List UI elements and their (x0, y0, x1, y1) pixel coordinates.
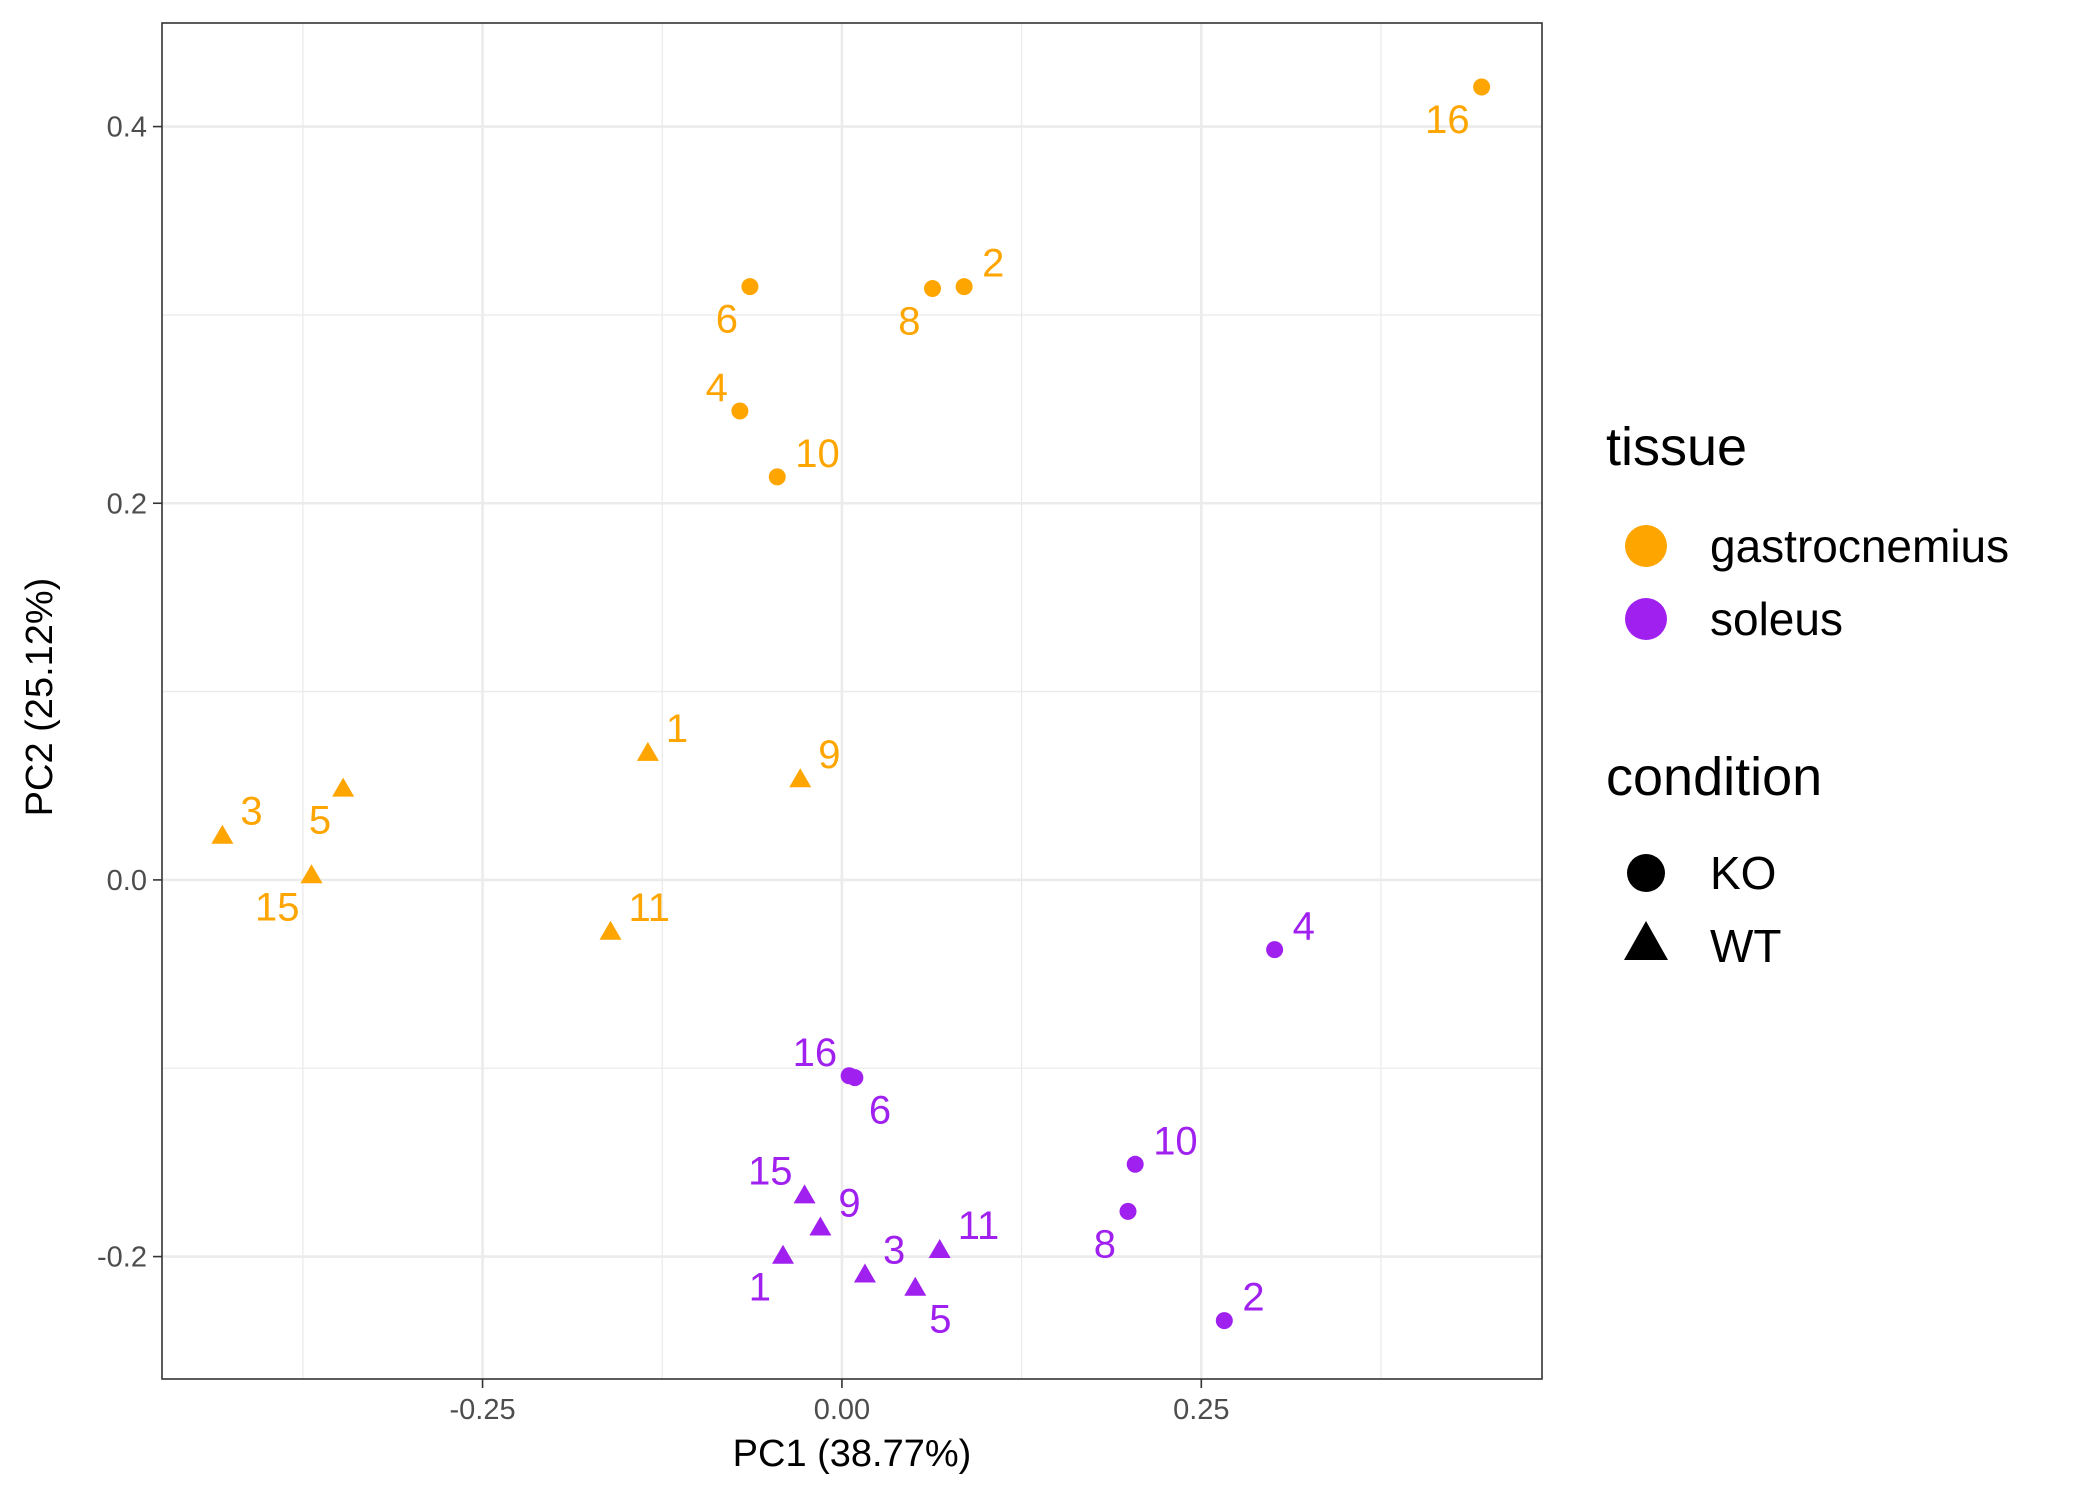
point-label: 15 (255, 885, 300, 929)
point-label: 1 (666, 707, 688, 751)
data-point-gastrocnemius-wt (332, 777, 355, 797)
data-point-gastrocnemius-wt (789, 768, 812, 788)
point-label: 9 (818, 733, 840, 777)
data-point-gastrocnemius-ko (741, 278, 759, 296)
data-point-soleus-wt (772, 1244, 794, 1264)
data-point-soleus-wt (793, 1184, 816, 1204)
point-label: 2 (1242, 1276, 1264, 1320)
y-tick-label: 0.2 (107, 488, 147, 520)
point-label: 8 (1094, 1222, 1116, 1266)
legend-condition: condition KO WT (1606, 747, 1822, 972)
data-point-soleus-wt (928, 1239, 951, 1259)
legend-wt-label: WT (1710, 920, 1782, 972)
data-point-gastrocnemius-ko (731, 402, 749, 420)
point-label: 10 (795, 432, 840, 476)
data-point-gastrocnemius-ko (1473, 78, 1491, 96)
point-label: 3 (883, 1229, 905, 1273)
point-label: 16 (793, 1031, 838, 1075)
data-point-gastrocnemius-ko (924, 280, 941, 298)
data-point-soleus-ko (1126, 1155, 1144, 1173)
x-axis-title: PC1 (38.77%) (733, 1433, 972, 1475)
x-tick-label: 0.00 (814, 1394, 870, 1426)
data-point-gastrocnemius-wt (599, 920, 622, 940)
data-point-soleus-ko (846, 1069, 864, 1087)
point-label: 10 (1153, 1119, 1198, 1163)
legend-gastrocnemius-key (1625, 525, 1667, 567)
minor-gridlines (162, 23, 1542, 1379)
point-label: 8 (898, 300, 920, 344)
legend-ko-key (1627, 854, 1665, 892)
data-point-gastrocnemius-wt (211, 824, 234, 844)
y-axis-title: PC2 (25.12%) (19, 578, 61, 817)
major-gridlines (162, 23, 1542, 1379)
data-point-soleus-wt (809, 1216, 832, 1236)
legend-ko-label: KO (1710, 847, 1776, 899)
point-label: 4 (706, 366, 728, 410)
legend-gastrocnemius-label: gastrocnemius (1710, 520, 2009, 572)
panel-border (161, 22, 1543, 1380)
data-point-gastrocnemius-wt (636, 741, 659, 761)
point-label: 5 (309, 799, 331, 843)
point-label: 4 (1293, 905, 1315, 949)
y-axis: -0.2 0.0 0.2 0.4 (97, 112, 162, 1274)
data-point-gastrocnemius-wt (300, 864, 323, 884)
point-label: 16 (1425, 98, 1470, 142)
x-tick-label: 0.25 (1173, 1394, 1229, 1426)
legend-wt-key (1624, 921, 1668, 960)
point-label: 9 (838, 1181, 860, 1225)
data-point-soleus-ko (1266, 941, 1284, 959)
legend-soleus-key (1625, 598, 1667, 640)
y-tick-label: 0.0 (107, 865, 147, 897)
x-axis: -0.25 0.00 0.25 (450, 1379, 1230, 1426)
x-tick-label: -0.25 (450, 1394, 516, 1426)
legend-tissue: tissue gastrocnemius soleus (1606, 417, 2009, 645)
point-label: 2 (982, 242, 1004, 286)
point-label: 11 (629, 886, 671, 930)
data-point-soleus-wt (904, 1276, 927, 1296)
point-label: 6 (716, 298, 738, 342)
point-label: 6 (869, 1089, 891, 1133)
point-label: 1 (749, 1266, 771, 1310)
y-tick-label: -0.2 (97, 1242, 147, 1274)
legend-condition-title: condition (1606, 747, 1822, 807)
point-label: 5 (929, 1298, 951, 1342)
data-point-gastrocnemius-ko (768, 468, 786, 486)
point-label: 11 (958, 1204, 1000, 1248)
data-point-soleus-wt (853, 1263, 876, 1283)
point-label: 15 (748, 1149, 793, 1193)
data-point-soleus-ko (1215, 1312, 1233, 1330)
data-point-gastrocnemius-ko (955, 278, 973, 296)
legend-tissue-title: tissue (1606, 417, 1747, 477)
data-point-soleus-ko (1119, 1202, 1137, 1220)
y-tick-label: 0.4 (107, 112, 147, 144)
data-points (211, 78, 1491, 1330)
legend-soleus-label: soleus (1710, 593, 1843, 645)
point-label: 3 (240, 790, 262, 834)
